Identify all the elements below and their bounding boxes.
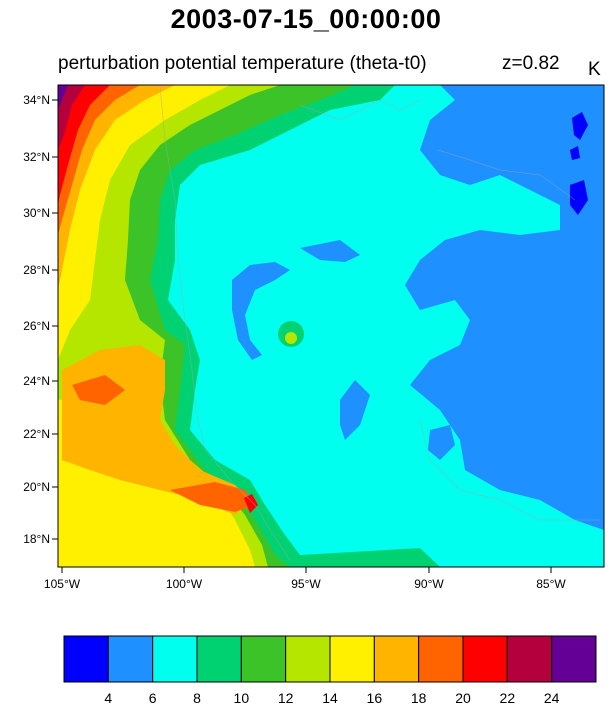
colorbar-swatch <box>240 635 287 683</box>
lat-tick-label: 20°N <box>23 480 50 494</box>
longitude-axis: 105°W 100°W 95°W 90°W 85°W <box>44 567 566 591</box>
field-band-22 <box>58 85 258 513</box>
lon-tick-label: 85°W <box>536 577 566 591</box>
lon-tick-label: 90°W <box>414 577 444 591</box>
colorbar-swatch <box>152 635 198 683</box>
colorbar-swatch <box>63 635 109 683</box>
field-cold-spot <box>570 112 588 215</box>
lat-tick-label: 24°N <box>23 374 50 388</box>
colorbar-label: 20 <box>455 690 471 706</box>
colorbar-swatch <box>551 635 597 683</box>
map-title: 2003-07-15_00:00:00 <box>170 4 442 34</box>
field-south-blob <box>428 425 455 460</box>
colorbar-label: 10 <box>234 690 250 706</box>
colorbar-label: 6 <box>149 690 157 706</box>
colorbar-swatch <box>418 635 464 683</box>
colorbar-swatch <box>285 635 331 683</box>
variable-subtitle: perturbation potential temperature (thet… <box>58 53 427 74</box>
temperature-field <box>58 85 604 567</box>
field-west-band <box>340 380 370 440</box>
lat-tick-label: 22°N <box>23 427 50 441</box>
colorbar-swatch <box>506 635 553 683</box>
colorbar-swatch <box>107 635 154 683</box>
colorbar-swatch <box>329 635 375 683</box>
lon-tick-label: 105°W <box>44 577 81 591</box>
colorbar-swatch <box>462 635 508 683</box>
field-band-18 <box>58 85 250 515</box>
colorbar-label: 16 <box>367 690 383 706</box>
field-band-26 <box>58 85 68 110</box>
colorbar-label: 14 <box>322 690 338 706</box>
lon-tick-label: 95°W <box>291 577 321 591</box>
field-band-24 <box>58 85 85 150</box>
lat-tick-label: 32°N <box>23 150 50 164</box>
units-label: K <box>588 59 601 80</box>
colorbar-label: 24 <box>544 690 560 706</box>
latitude-axis: 34°N 32°N 30°N 28°N 26°N 24°N 22°N 20°N 18°N <box>23 93 58 546</box>
colorbar-swatch <box>373 635 420 683</box>
lat-tick-label: 26°N <box>23 319 50 333</box>
colorbar-label: 8 <box>193 690 201 706</box>
lon-tick-label: 100°W <box>166 577 203 591</box>
lat-tick-label: 34°N <box>23 93 50 107</box>
colorbar-label: 22 <box>500 690 516 706</box>
colorbar: 4 6 8 10 12 14 16 18 20 22 24 <box>63 635 597 706</box>
storm-eye-inner <box>285 332 297 344</box>
lat-tick-label: 28°N <box>23 263 50 277</box>
colorbar-swatch <box>196 635 242 683</box>
coastline <box>159 85 600 561</box>
colorbar-label: 18 <box>411 690 427 706</box>
field-inner-band <box>300 240 360 262</box>
lat-tick-label: 30°N <box>23 206 50 220</box>
field-spiral-band <box>232 262 290 360</box>
colorbar-label: 4 <box>104 690 112 706</box>
colorbar-label: 12 <box>278 690 294 706</box>
level-label: z=0.82 <box>502 53 560 74</box>
lat-tick-label: 18°N <box>23 532 50 546</box>
